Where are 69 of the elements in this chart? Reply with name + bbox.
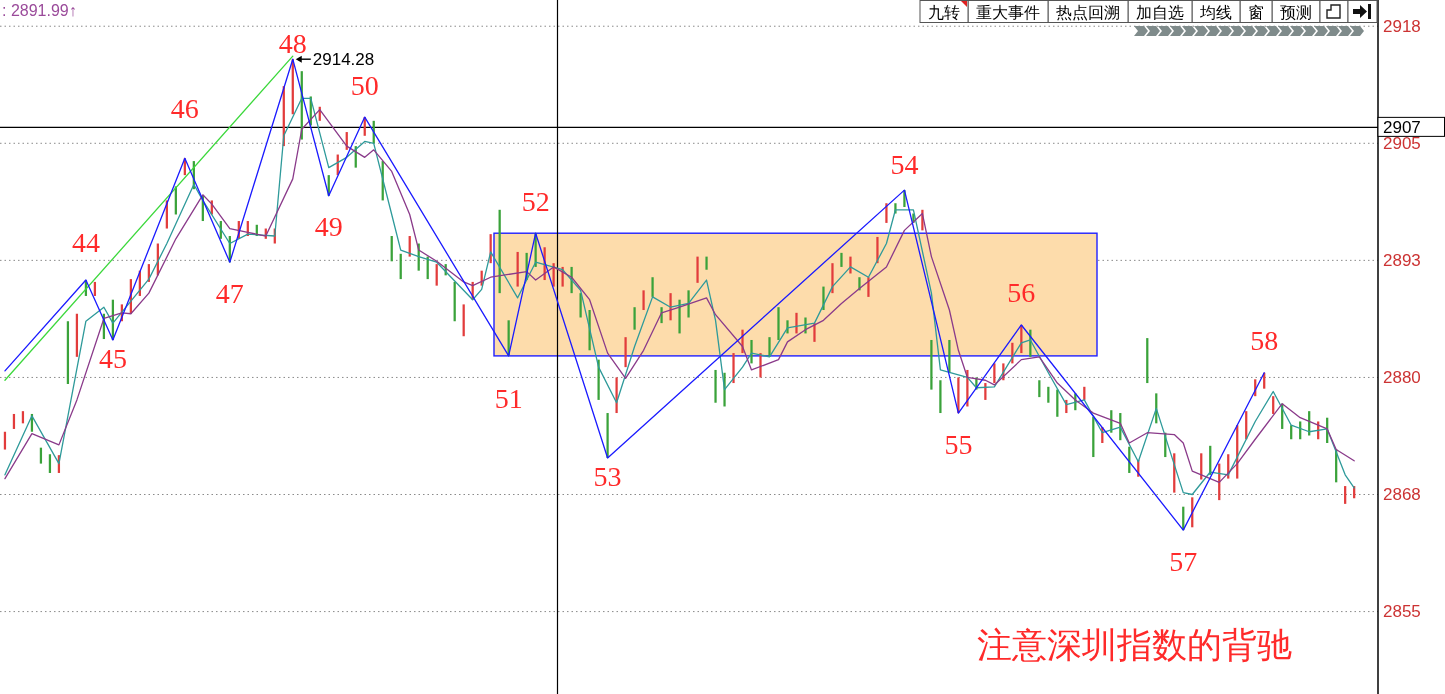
annotation: 九转 — [928, 3, 960, 21]
candlestick — [777, 307, 780, 340]
candlestick — [750, 339, 753, 364]
annotation: 56 — [1007, 277, 1036, 309]
candlestick — [687, 290, 690, 318]
button: 重大事件 — [967, 0, 1049, 23]
annotation: 重大事件 — [976, 3, 1040, 21]
candlestick — [435, 264, 438, 286]
annotation: 46 — [170, 92, 199, 124]
candlestick — [732, 353, 735, 384]
button: 均线 — [1191, 0, 1241, 23]
button: 热点回溯 — [1047, 0, 1129, 23]
candlestick — [795, 312, 798, 334]
candlestick — [840, 252, 843, 267]
button: 九转 — [919, 0, 969, 23]
annotation: 45 — [98, 343, 127, 375]
annotation: 57 — [1169, 545, 1198, 577]
annotation: 51 — [494, 383, 523, 415]
candlestick — [831, 263, 834, 294]
annotation: 加自选 — [1136, 3, 1184, 21]
candlestick — [696, 256, 699, 283]
candlestick — [606, 413, 609, 458]
annotation: 47 — [215, 277, 244, 309]
candlestick — [579, 293, 582, 318]
candlestick — [1344, 486, 1347, 504]
y-tick-label: 2855 — [1383, 602, 1421, 622]
annotation: 44 — [71, 226, 100, 258]
y-tick-label: 2880 — [1383, 367, 1421, 387]
candlestick — [651, 277, 654, 297]
candlestick — [1272, 396, 1275, 414]
annotation: 55 — [944, 428, 973, 460]
annotation: 50 — [350, 69, 379, 101]
annotation: 49 — [314, 211, 343, 243]
candlestick — [633, 307, 636, 330]
candlestick — [957, 377, 960, 414]
y-tick-label: 2868 — [1383, 485, 1421, 505]
candlestick — [624, 337, 627, 368]
candlestick — [876, 236, 879, 264]
y-tick-label: 2918 — [1383, 16, 1421, 36]
annotation: 2914.28 — [312, 49, 375, 69]
annotation: 58 — [1250, 325, 1279, 357]
annotation: 均线 — [1199, 3, 1232, 21]
candlestick — [3, 431, 7, 450]
annotation: 窗 — [1248, 3, 1264, 21]
candlestick — [948, 339, 951, 373]
candlestick — [642, 290, 645, 311]
candlestick — [705, 256, 708, 270]
annotation: 52 — [521, 185, 550, 217]
candlestick — [984, 383, 987, 400]
candlestick — [48, 454, 52, 473]
annotation: : 2891.99↑ — [2, 1, 77, 19]
button: 预测 — [1271, 0, 1321, 23]
candlestick — [849, 256, 852, 274]
annotation: 预测 — [1280, 3, 1312, 21]
candlestick — [768, 337, 771, 357]
annotation: 热点回溯 — [1056, 3, 1120, 21]
button: 加自选 — [1127, 0, 1193, 23]
candlestick — [939, 380, 942, 414]
y-tick-label: 2893 — [1383, 250, 1421, 270]
candlestick — [930, 339, 933, 390]
annotation: 注意深圳指数的背驰 — [977, 625, 1292, 665]
candlestick — [615, 377, 618, 414]
button: 窗 — [1239, 0, 1273, 23]
annotation: 53 — [593, 461, 622, 493]
candlestick — [993, 363, 996, 384]
candlestick — [678, 299, 681, 334]
annotation: 48 — [278, 27, 307, 59]
candlestick — [714, 369, 717, 403]
annotation: 54 — [890, 148, 919, 180]
